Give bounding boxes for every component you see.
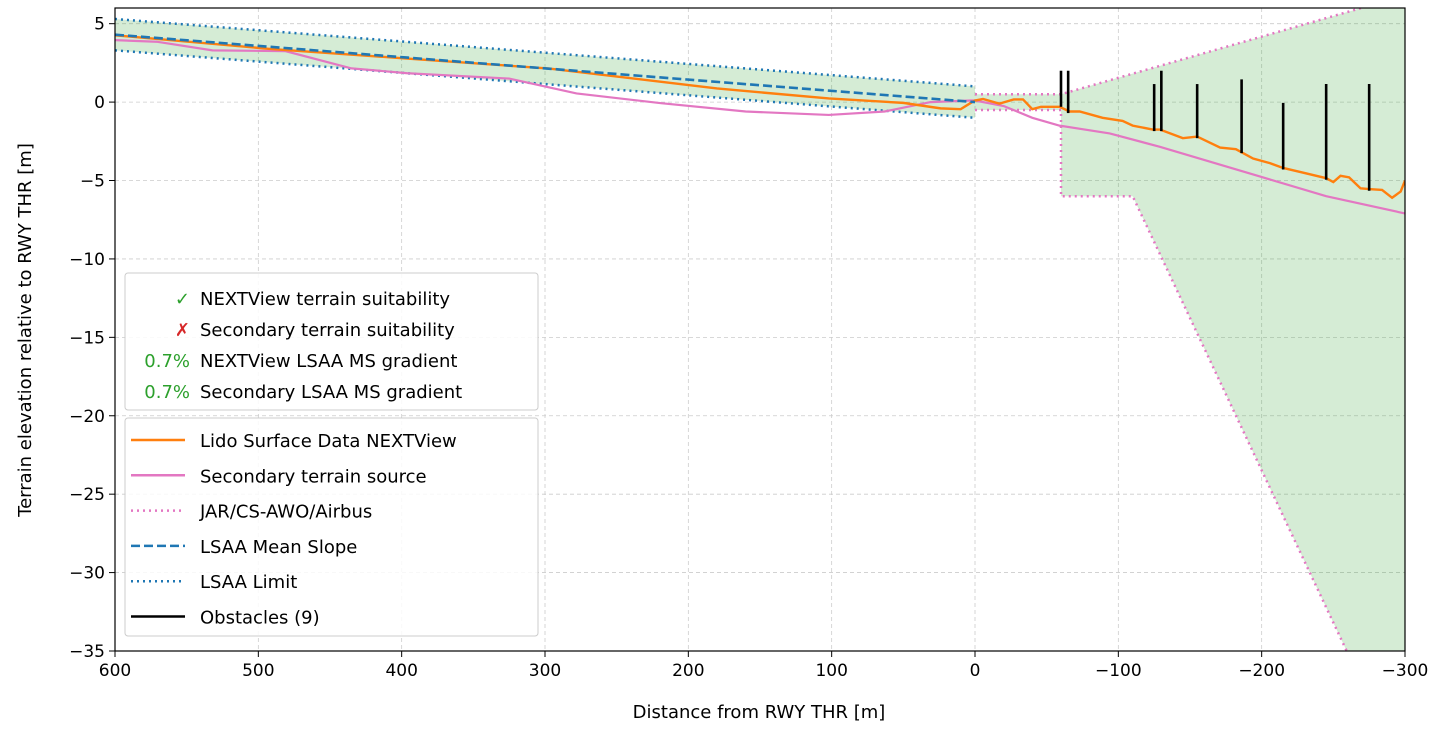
x-tick-label: −200	[1238, 661, 1285, 681]
series-legend-box	[124, 417, 539, 637]
nextview-terrain-line	[115, 34, 1405, 200]
legend-series-label: LSAA Limit	[200, 572, 297, 593]
legend-series-label: LSAA Mean Slope	[200, 537, 357, 558]
legend-series-label: JAR/CS-AWO/Airbus	[199, 502, 372, 523]
info-legend-box	[124, 272, 539, 411]
secondary-terrain-line	[115, 39, 1405, 215]
y-tick-label: −25	[69, 485, 105, 505]
legend-info-text: Secondary LSAA MS gradient	[200, 382, 462, 403]
y-tick-label: 0	[94, 93, 105, 113]
x-tick-label: 400	[385, 661, 417, 681]
legend-status-marker: ✗	[175, 320, 190, 341]
y-axis-label: Terrain elevation relative to RWY THR [m…	[15, 143, 36, 518]
y-tick-label: −35	[69, 642, 105, 662]
x-tick-label: 300	[529, 661, 561, 681]
lsaa-mean-slope-line	[115, 33, 976, 104]
legend-series-label: Secondary terrain source	[200, 466, 427, 487]
plot-area	[115, 8, 1405, 651]
y-tick-label: −20	[69, 407, 105, 427]
x-tick-label: 0	[970, 661, 981, 681]
legend-status-marker: 0.7%	[144, 382, 190, 403]
x-tick-label: 100	[815, 661, 847, 681]
axis-ticks: 600 500 400 300 200 100 0 −100 −200 −300 5 0 −5 −10 −1…	[69, 15, 1428, 681]
x-tick-label: 500	[242, 661, 274, 681]
legend-series-label: Lido Surface Data NEXTView	[200, 431, 457, 452]
legend-info-text: NEXTView terrain suitability	[200, 289, 450, 310]
y-tick-label: −5	[80, 172, 105, 192]
x-tick-label: 200	[672, 661, 704, 681]
legend-series-label: Obstacles (9)	[200, 608, 320, 629]
x-tick-label: −300	[1382, 661, 1429, 681]
jar-envelope-fill-area	[975, 8, 1405, 651]
legend: ✓ NEXTView terrain suitability ✗ Secondary …	[124, 272, 539, 637]
legend-info-text: Secondary terrain suitability	[200, 320, 455, 341]
axes-frame	[114, 7, 1406, 652]
x-tick-label: 600	[99, 661, 131, 681]
y-tick-label: −10	[69, 250, 105, 270]
legend-status-marker: ✓	[175, 289, 190, 310]
x-axis-label: Distance from RWY THR [m]	[633, 702, 886, 723]
legend-status-marker: 0.7%	[144, 351, 190, 372]
legend-info-text: NEXTView LSAA MS gradient	[200, 351, 457, 372]
y-tick-label: 5	[94, 15, 105, 35]
y-tick-label: −15	[69, 328, 105, 348]
x-tick-label: −100	[1095, 661, 1142, 681]
y-tick-label: −30	[69, 564, 105, 584]
